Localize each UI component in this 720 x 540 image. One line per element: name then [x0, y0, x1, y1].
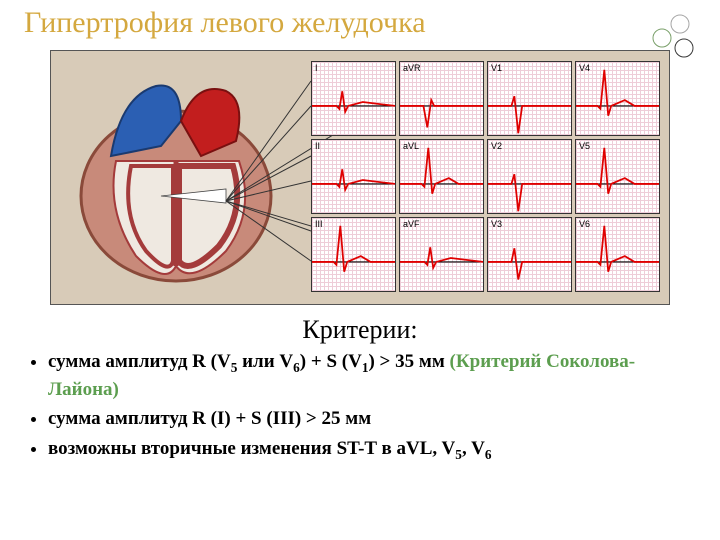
- ecg-lead-label: I: [315, 63, 318, 73]
- ecg-lead-cell: V6: [575, 217, 660, 292]
- ecg-lead-cell: II: [311, 139, 396, 214]
- ecg-lead-cell: aVL: [399, 139, 484, 214]
- ecg-lead-label: aVF: [403, 219, 420, 229]
- criteria-item: сумма амплитуд R (I) + S (III) > 25 мм: [48, 406, 690, 432]
- ecg-lead-cell: aVF: [399, 217, 484, 292]
- ecg-lead-label: V3: [491, 219, 502, 229]
- ecg-lead-cell: V2: [487, 139, 572, 214]
- criteria-item: возможны вторичные изменения ST-T в aVL,…: [48, 436, 690, 464]
- ecg-lead-label: V4: [579, 63, 590, 73]
- ecg-figure: I aVR V1 V4 II aVL: [50, 50, 670, 305]
- ecg-lead-cell: V1: [487, 61, 572, 136]
- criteria-list: сумма амплитуд R (V5 или V6) + S (V1) > …: [0, 345, 720, 464]
- ecg-lead-label: V5: [579, 141, 590, 151]
- title-text: Гипертрофия левого желудочка: [24, 6, 426, 39]
- ecg-lead-label: III: [315, 219, 323, 229]
- ecg-lead-label: V1: [491, 63, 502, 73]
- ecg-lead-grid: I aVR V1 V4 II aVL: [311, 61, 660, 292]
- heart-diagram-icon: [61, 66, 291, 291]
- ecg-lead-cell: V3: [487, 217, 572, 292]
- ecg-lead-cell: III: [311, 217, 396, 292]
- ecg-lead-label: aVL: [403, 141, 419, 151]
- ecg-lead-cell: V5: [575, 139, 660, 214]
- ecg-lead-cell: I: [311, 61, 396, 136]
- ecg-lead-cell: V4: [575, 61, 660, 136]
- ecg-lead-cell: aVR: [399, 61, 484, 136]
- page-title: Гипертрофия левого желудочка: [0, 0, 720, 44]
- ecg-lead-label: aVR: [403, 63, 421, 73]
- ecg-lead-label: II: [315, 141, 320, 151]
- criteria-header: Критерии:: [0, 315, 720, 345]
- ecg-lead-label: V2: [491, 141, 502, 151]
- criteria-item: сумма амплитуд R (V5 или V6) + S (V1) > …: [48, 349, 690, 402]
- ecg-lead-label: V6: [579, 219, 590, 229]
